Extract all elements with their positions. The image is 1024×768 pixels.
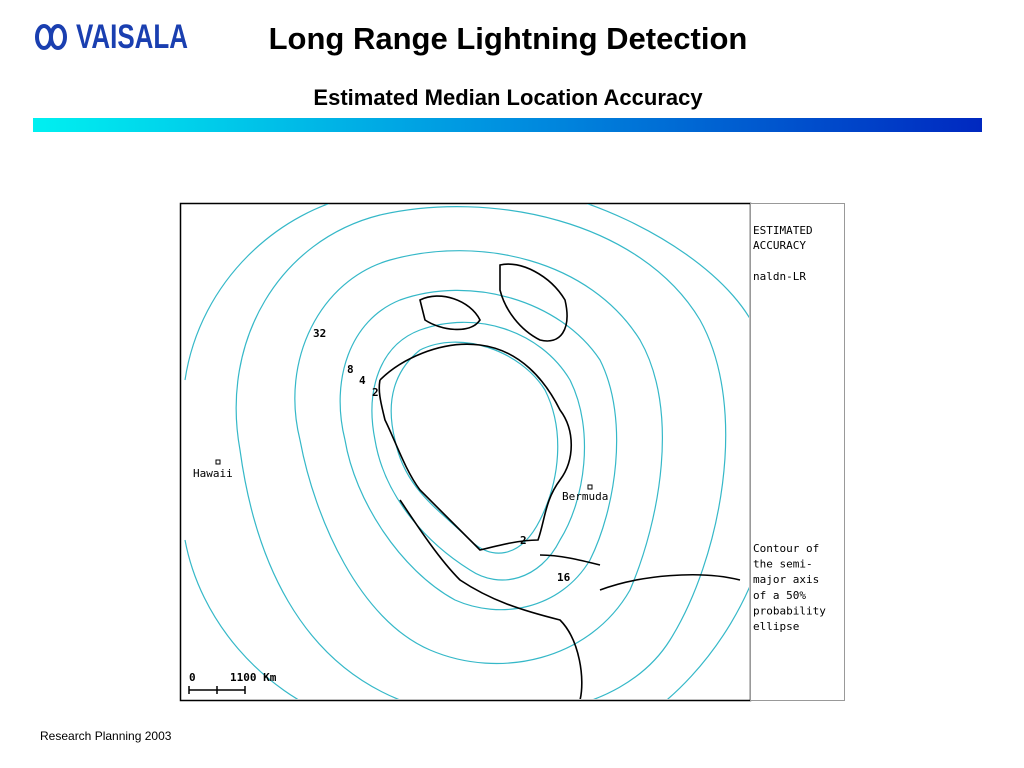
legend-text: naldn-LR [753,270,806,283]
scale-bar [188,686,246,694]
legend-text: ACCURACY [753,239,806,252]
logo-text: VAISALA [76,18,188,56]
legend-text: of a 50% [753,589,806,602]
map-frame [179,202,752,702]
legend-text: ESTIMATED [753,224,813,237]
scale-label: 1100 Km [230,671,277,684]
contours [184,204,749,699]
bermuda-marker [587,484,593,490]
legend-text: major axis [753,573,819,586]
place-label: Bermuda [562,490,608,503]
contour-label: 4 [359,374,366,387]
legend: ESTIMATED ACCURACY naldn-LR Contour of the s… [753,224,826,633]
header-bar [33,118,982,132]
footer: Research Planning 2003 [40,729,172,743]
scale-label: 0 [189,671,196,684]
title: Long Range Lightning Detection [269,21,748,56]
legend-panel [750,203,845,701]
legend-text: Contour of [753,542,819,555]
place-label: Hawaii [193,467,233,480]
logo-mark [35,24,67,50]
legend-text: ellipse [753,620,799,633]
contour-label: 16 [557,571,571,584]
contour-label: 8 [347,363,354,376]
legend-text: the semi- [753,558,813,571]
hawaii-marker [215,459,221,465]
contour-label: 2 [520,534,527,547]
legend-text: probability [753,604,826,617]
coastlines [378,263,741,699]
contour-label: 2 [372,386,379,399]
contour-label: 32 [313,327,326,340]
subtitle: Estimated Median Location Accuracy [313,85,703,110]
